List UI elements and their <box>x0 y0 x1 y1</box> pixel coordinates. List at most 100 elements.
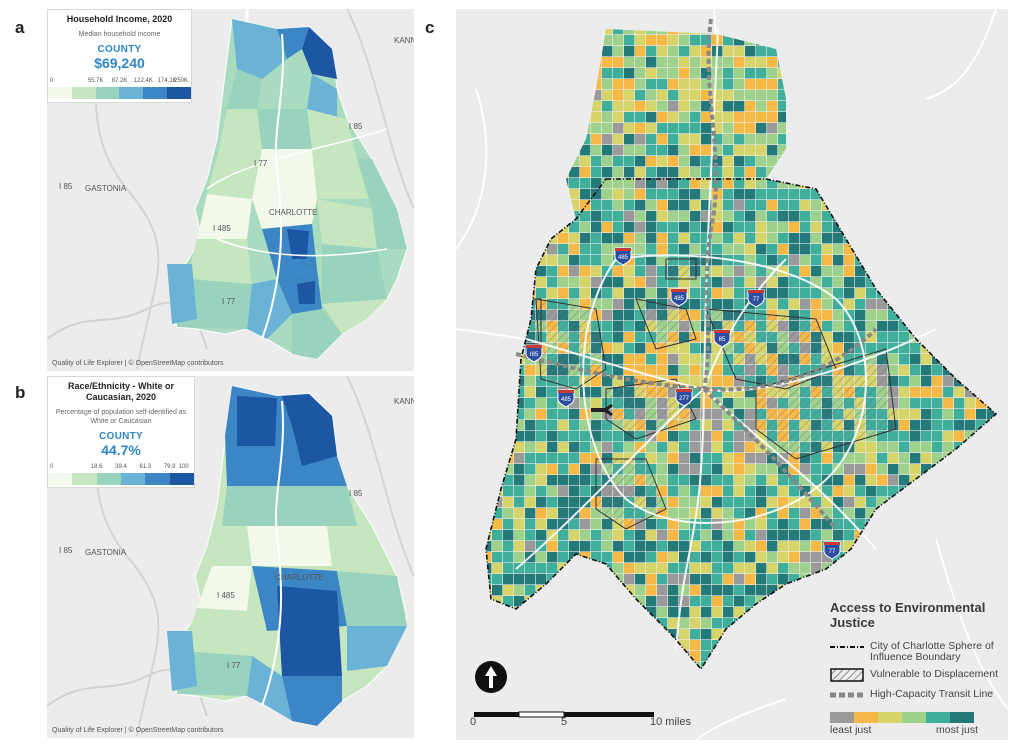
ej-grid-cell <box>976 398 987 409</box>
ej-grid-cell <box>657 35 668 46</box>
ej-grid-cell <box>734 277 745 288</box>
race-map[interactable]: Race/Ethnicity - White or Caucasian, 202… <box>47 376 414 738</box>
ej-grid-cell <box>899 321 910 332</box>
ej-grid-cell <box>514 519 525 530</box>
ej-grid-cell <box>679 376 690 387</box>
ej-grid-cell <box>855 464 866 475</box>
ej-grid-cell <box>646 442 657 453</box>
ej-grid-cell <box>712 101 723 112</box>
ej-grid-cell <box>536 387 547 398</box>
ej-grid-cell <box>613 29 624 35</box>
ej-grid-cell <box>635 563 646 574</box>
ej-grid-cell <box>613 101 624 112</box>
ej-grid-cell <box>833 321 844 332</box>
ej-grid-cell <box>613 376 624 387</box>
ej-grid-cell <box>624 134 635 145</box>
ej-grid-cell <box>800 552 811 563</box>
ej-grid-cell <box>965 398 976 409</box>
ej-grid-cell <box>635 29 646 35</box>
ej-grid-cell <box>668 145 679 156</box>
income-ramp <box>48 87 191 99</box>
ej-grid-cell <box>525 563 536 574</box>
ej-grid-cell <box>602 519 613 530</box>
ej-grid-cell <box>745 46 756 57</box>
ej-grid-cell <box>624 222 635 233</box>
ej-grid-cell <box>811 244 822 255</box>
ej-grid-cell <box>701 233 712 244</box>
ej-grid-cell <box>503 497 514 508</box>
ej-grid-cell <box>646 453 657 464</box>
ej-grid-cell <box>811 222 822 233</box>
ej-grid-cell <box>679 607 690 618</box>
ej-grid-cell <box>701 398 712 409</box>
ej-grid-cell <box>679 563 690 574</box>
ej-grid-cell <box>668 629 679 640</box>
ej-grid-cell <box>591 541 602 552</box>
ej-grid-cell <box>844 464 855 475</box>
ej-grid-cell <box>679 134 690 145</box>
ej-grid-cell <box>657 552 668 563</box>
ej-grid-cell <box>723 233 734 244</box>
ej-grid-cell <box>877 453 888 464</box>
ej-grid-cell <box>613 35 624 46</box>
ej-grid-cell <box>580 189 591 200</box>
ej-grid-cell <box>877 475 888 486</box>
ej-grid-cell <box>646 585 657 596</box>
ej-grid-cell <box>701 79 712 90</box>
ej-grid-cell <box>668 57 679 68</box>
ej-grid-cell <box>657 79 668 90</box>
ej-grid-cell <box>547 563 558 574</box>
ej-grid-cell <box>855 442 866 453</box>
ej-grid-cell <box>591 453 602 464</box>
ej-grid-cell <box>767 112 778 123</box>
ej-grid-cell <box>800 233 811 244</box>
ej-grid-cell <box>965 420 976 431</box>
ej-grid-cell <box>668 530 679 541</box>
ej-grid-cell <box>558 431 569 442</box>
ej-grid-cell <box>723 266 734 277</box>
ej-grid-cell <box>657 244 668 255</box>
ej-grid-cell <box>613 552 624 563</box>
ej-grid-cell <box>558 486 569 497</box>
ej-grid-cell <box>822 497 833 508</box>
ej-grid-cell <box>701 453 712 464</box>
income-map[interactable]: Household Income, 2020 Median household … <box>47 9 414 371</box>
environmental-justice-map[interactable]: I85 485 77 485 277 85 485 77 <box>456 9 1008 740</box>
ej-grid-cell <box>800 277 811 288</box>
ej-grid-cell <box>635 101 646 112</box>
ej-grid-cell <box>954 387 965 398</box>
ej-grid-cell <box>723 112 734 123</box>
ej-grid-cell <box>547 508 558 519</box>
ej-grid-cell <box>558 453 569 464</box>
ej-grid-cell <box>723 79 734 90</box>
ej-grid-cell <box>767 486 778 497</box>
ej-grid-cell <box>712 244 723 255</box>
ej-grid-cell <box>635 354 646 365</box>
ej-grid-cell <box>536 475 547 486</box>
ej-grid-cell <box>745 475 756 486</box>
ej-grid-cell <box>965 431 976 442</box>
b-ramp-swatch <box>145 473 170 485</box>
ej-grid-cell <box>778 530 789 541</box>
ej-grid-cell <box>602 211 613 222</box>
ej-grid-cell <box>646 343 657 354</box>
ej-grid-cell <box>668 244 679 255</box>
ej-grid-cell <box>701 145 712 156</box>
ej-grid-cell <box>657 266 668 277</box>
ej-grid-cell <box>767 563 778 574</box>
ej-grid-cell <box>789 563 800 574</box>
ej-grid-cell <box>679 57 690 68</box>
ej-grid-cell <box>899 387 910 398</box>
ej-grid-cell <box>558 277 569 288</box>
ej-grid-cell <box>547 486 558 497</box>
ej-grid-cell <box>602 442 613 453</box>
ej-grid-cell <box>668 134 679 145</box>
ej-grid-cell <box>921 365 932 376</box>
ej-grid-cell <box>580 211 591 222</box>
ej-grid-cell <box>547 453 558 464</box>
ej-grid-cell <box>723 585 734 596</box>
ej-grid-cell <box>591 189 602 200</box>
ej-grid-cell <box>536 431 547 442</box>
ej-grid-cell <box>591 255 602 266</box>
ej-grid-cell <box>767 277 778 288</box>
